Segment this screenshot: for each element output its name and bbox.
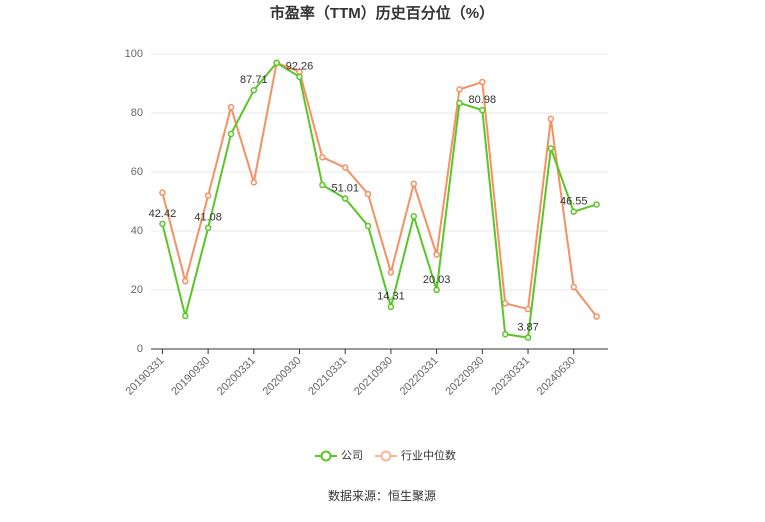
series-line xyxy=(161,61,598,318)
data-label: 51.01 xyxy=(331,182,359,194)
x-tick-label: 20200331 xyxy=(215,355,258,398)
data-label: 41.08 xyxy=(194,212,222,224)
point xyxy=(410,213,418,220)
point xyxy=(319,154,326,161)
x-tick-label: 20210331 xyxy=(306,355,349,398)
x-tick-label: 20190930 xyxy=(169,355,212,398)
point xyxy=(341,195,349,202)
point xyxy=(479,78,486,86)
point xyxy=(341,164,349,171)
x-tick-label: 20220331 xyxy=(398,355,441,398)
y-tick-label: 80 xyxy=(131,107,143,119)
point xyxy=(204,224,212,232)
point xyxy=(501,300,509,307)
point xyxy=(570,283,577,291)
point xyxy=(501,331,509,338)
data-label: 92.26 xyxy=(286,61,314,73)
data-label: 87.71 xyxy=(240,74,268,86)
point xyxy=(410,180,418,188)
legend-marker xyxy=(380,450,392,462)
x-tick-label: 20220930 xyxy=(443,355,486,398)
series-line xyxy=(161,61,597,339)
point xyxy=(387,269,395,276)
point xyxy=(387,303,395,311)
x-tick-label: 20240630 xyxy=(535,355,578,398)
y-tick-label: 60 xyxy=(131,166,143,178)
point xyxy=(182,277,189,285)
point xyxy=(456,86,463,93)
legend-label: 公司 xyxy=(341,450,363,462)
point xyxy=(182,312,189,320)
point xyxy=(547,115,555,123)
x-tick-label: 20190331 xyxy=(124,355,167,398)
source: 数据来源：恒生聚源 xyxy=(328,488,436,503)
y-tick-label: 40 xyxy=(131,225,143,237)
point xyxy=(159,220,166,228)
point xyxy=(570,208,577,215)
data-label: 20.03 xyxy=(423,274,451,286)
point xyxy=(364,190,372,198)
data-label: 80.98 xyxy=(469,94,497,106)
legend-label: 行业中位数 xyxy=(401,448,456,462)
point xyxy=(319,181,326,189)
point xyxy=(250,87,258,94)
point xyxy=(204,192,212,199)
legend-marker xyxy=(320,450,332,462)
point xyxy=(456,99,463,107)
y-tick-label: 0 xyxy=(137,343,143,355)
point xyxy=(433,251,440,258)
point xyxy=(364,222,372,230)
x-tick-label: 20210930 xyxy=(352,355,395,398)
point xyxy=(250,179,258,186)
point xyxy=(547,145,555,152)
point xyxy=(227,103,235,111)
point xyxy=(433,286,440,294)
point xyxy=(296,73,303,81)
data-label: 3.87 xyxy=(517,321,538,333)
data-label: 14.31 xyxy=(377,291,405,303)
point xyxy=(227,130,235,138)
point xyxy=(479,106,486,114)
point xyxy=(593,201,600,208)
point xyxy=(159,189,166,196)
x-tick-label: 20230331 xyxy=(489,355,532,398)
chart-title: 市盈率（TTM）历史百分位（%） xyxy=(270,4,494,22)
data-label: 46.55 xyxy=(560,196,588,208)
point xyxy=(524,305,532,313)
data-label: 42.42 xyxy=(149,208,177,220)
point xyxy=(524,334,532,341)
x-tick-label: 20200930 xyxy=(261,355,304,398)
point xyxy=(273,59,280,67)
y-tick-label: 20 xyxy=(131,284,143,296)
point xyxy=(593,313,600,320)
y-tick-label: 100 xyxy=(125,48,143,60)
